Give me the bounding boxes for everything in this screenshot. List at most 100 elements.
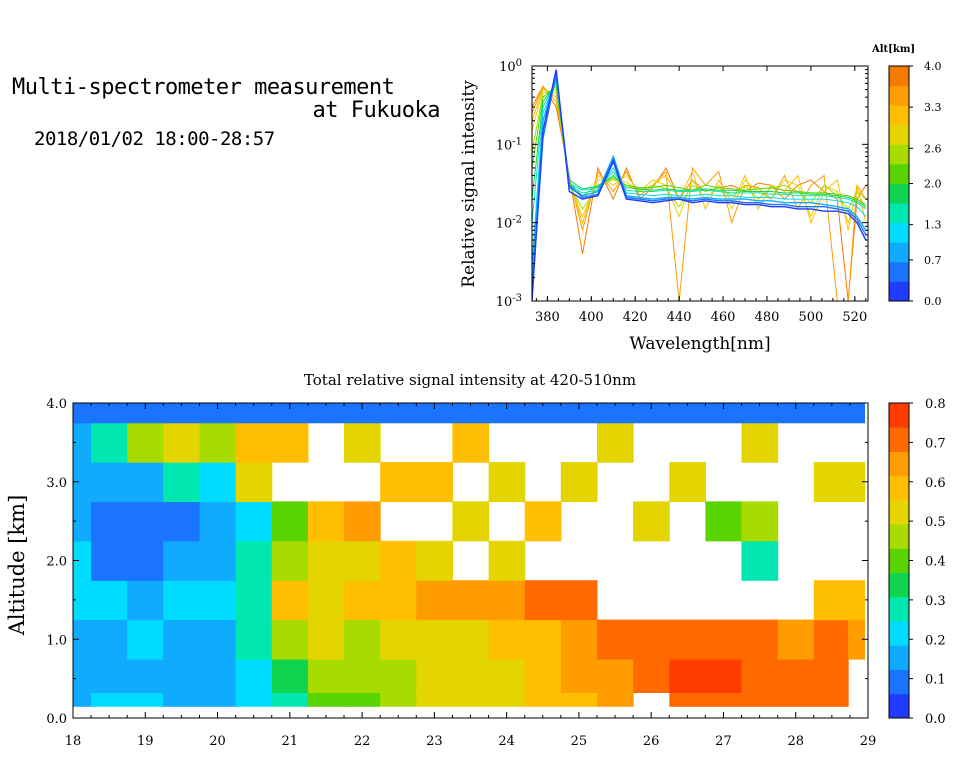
heatmap-cell xyxy=(488,540,526,581)
heatmap-cell xyxy=(235,692,273,707)
heatmap-x-tick-label: 18 xyxy=(65,734,82,749)
spectrum-x-tick-label: 480 xyxy=(755,310,780,325)
spectrum-x-tick-label: 400 xyxy=(579,310,604,325)
heatmap-cell xyxy=(741,658,779,693)
heatmap-cell xyxy=(91,422,128,463)
heatmap-cell xyxy=(777,619,815,660)
spectrum-x-axis-label: Wavelength[nm] xyxy=(629,334,770,354)
heatmap-cell xyxy=(344,658,381,693)
heatmap-cells xyxy=(73,403,865,707)
heatmap-x-tick-label: 26 xyxy=(643,734,660,749)
heatmap-cell xyxy=(91,501,128,542)
heatmap-cell xyxy=(813,580,849,621)
heatmap-cell xyxy=(560,580,598,621)
heatmap-cell xyxy=(127,422,164,463)
heatmap-cell xyxy=(705,619,743,660)
heatmap-cell xyxy=(307,658,345,693)
spectrum-y-tick-label: 10-1 xyxy=(496,136,522,153)
spectrum-y-tick-label: 10-3 xyxy=(496,293,522,310)
heatmap-cell xyxy=(452,422,490,463)
heatmap-cell xyxy=(488,619,526,660)
heatmap-cell xyxy=(705,692,743,707)
heatmap-colorbar-segment xyxy=(889,524,909,549)
heatmap-x-tick-label: 23 xyxy=(426,734,443,749)
heatmap-cell xyxy=(380,580,417,621)
heatmap-cell xyxy=(235,540,273,581)
heatmap-colorbar-segment xyxy=(889,693,909,719)
heatmap-title: Total relative signal intensity at 420-5… xyxy=(304,371,636,389)
heatmap-cell xyxy=(380,619,417,660)
spectrum-colorbar-segment xyxy=(889,261,909,282)
heatmap-cell xyxy=(91,403,128,424)
heatmap-cell xyxy=(199,619,237,660)
heatmap-colorbar-tick-label: 0.5 xyxy=(925,515,946,530)
spectrum-series-line xyxy=(532,85,867,301)
spectrum-colorbar-tick-label: 3.3 xyxy=(924,101,942,114)
heatmap-cell xyxy=(705,501,743,542)
spectrum-colorbar-tick-label: 2.0 xyxy=(924,178,942,191)
heatmap-cell xyxy=(127,462,164,503)
heatmap-cell xyxy=(271,692,309,707)
heatmap-cell xyxy=(488,462,526,503)
heatmap-colorbar-tick-label: 0.7 xyxy=(925,436,946,451)
heatmap-colorbar-segment xyxy=(889,427,909,452)
spectrum-colorbar-segment xyxy=(889,183,909,204)
heatmap-cell xyxy=(73,580,92,621)
heatmap-cell xyxy=(380,692,417,707)
heatmap-x-tick-label: 28 xyxy=(787,734,804,749)
heatmap-cell xyxy=(307,580,345,621)
heatmap-cell xyxy=(127,540,164,581)
heatmap-cell xyxy=(307,501,345,542)
heatmap-x-tick-label: 20 xyxy=(209,734,226,749)
spectrum-colorbar-segment xyxy=(889,124,909,145)
heatmap-axes: Total relative signal intensity at 420-5… xyxy=(5,371,876,749)
spectrum-x-tick-label: 500 xyxy=(798,310,823,325)
heatmap-y-tick-label: 3.0 xyxy=(46,476,67,491)
heatmap-cell xyxy=(163,619,200,660)
spectrum-colorbar-segment xyxy=(889,144,909,165)
heatmap-cell xyxy=(669,619,706,660)
heatmap-cell xyxy=(488,692,526,707)
heatmap-cell xyxy=(127,658,164,693)
heatmap-cell xyxy=(73,540,92,581)
heatmap-x-tick-label: 27 xyxy=(715,734,732,749)
heatmap-cell xyxy=(416,619,453,660)
heatmap-cell xyxy=(73,403,92,424)
spectrum-series-line xyxy=(532,82,867,208)
heatmap-cell xyxy=(127,403,164,424)
heatmap-cell xyxy=(73,619,92,660)
heatmap-colorbar-tick-label: 0.3 xyxy=(925,594,946,609)
heatmap-cell xyxy=(741,540,779,581)
heatmap-cell xyxy=(741,501,779,542)
heatmap-cell xyxy=(91,540,128,581)
heatmap-cell xyxy=(73,462,92,503)
heatmap-colorbar-tick-label: 0.2 xyxy=(925,633,946,648)
heatmap-colorbar-segment xyxy=(889,596,909,622)
heatmap-cell xyxy=(597,403,634,424)
spectrum-series-line xyxy=(532,79,867,223)
spectrum-lines xyxy=(532,69,867,301)
spectrum-y-axis-label: Relative signal intensity xyxy=(459,80,479,288)
heatmap-cell xyxy=(235,580,273,621)
heatmap-cell xyxy=(73,658,92,693)
heatmap-colorbar-segment xyxy=(889,475,909,501)
heatmap-cell xyxy=(344,403,381,424)
heatmap-cell xyxy=(813,658,849,693)
spectrum-series-group xyxy=(532,69,867,301)
heatmap-y-tick-label: 4.0 xyxy=(46,397,67,412)
heatmap-cell xyxy=(73,501,92,542)
spectrum-series-line xyxy=(532,87,867,231)
spectrum-colorbar-label: Alt[km] xyxy=(871,44,915,55)
heatmap-cell xyxy=(560,403,598,424)
heatmap-cell xyxy=(235,619,273,660)
heatmap-cell xyxy=(91,658,128,693)
spectrum-series-line xyxy=(532,75,867,278)
spectrum-colorbar-tick-label: 0.7 xyxy=(924,254,942,267)
heatmap-cell xyxy=(91,580,128,621)
heatmap-y-tick-label: 2.0 xyxy=(46,555,67,570)
heatmap-cell xyxy=(271,422,309,463)
spectrum-axes: 380 400 420 440 460 480 500 520 10-3 10-2 10-1 100 W… xyxy=(459,58,869,354)
heatmap-cell xyxy=(597,692,634,707)
heatmap-cell xyxy=(163,501,200,542)
heatmap-cell xyxy=(669,658,706,693)
